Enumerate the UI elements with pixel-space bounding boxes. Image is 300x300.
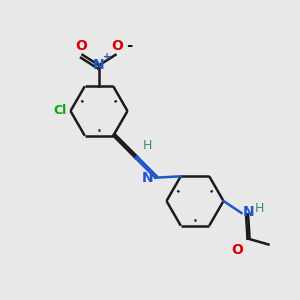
Text: -: - (126, 38, 132, 53)
Text: H: H (255, 202, 264, 215)
Text: Cl: Cl (54, 104, 67, 118)
Text: +: + (103, 52, 111, 62)
Text: N: N (93, 58, 105, 72)
Text: N: N (142, 171, 154, 185)
Text: O: O (231, 243, 243, 257)
Text: H: H (143, 139, 153, 152)
Text: O: O (111, 39, 123, 53)
Text: O: O (75, 39, 87, 53)
Text: N: N (243, 205, 255, 218)
